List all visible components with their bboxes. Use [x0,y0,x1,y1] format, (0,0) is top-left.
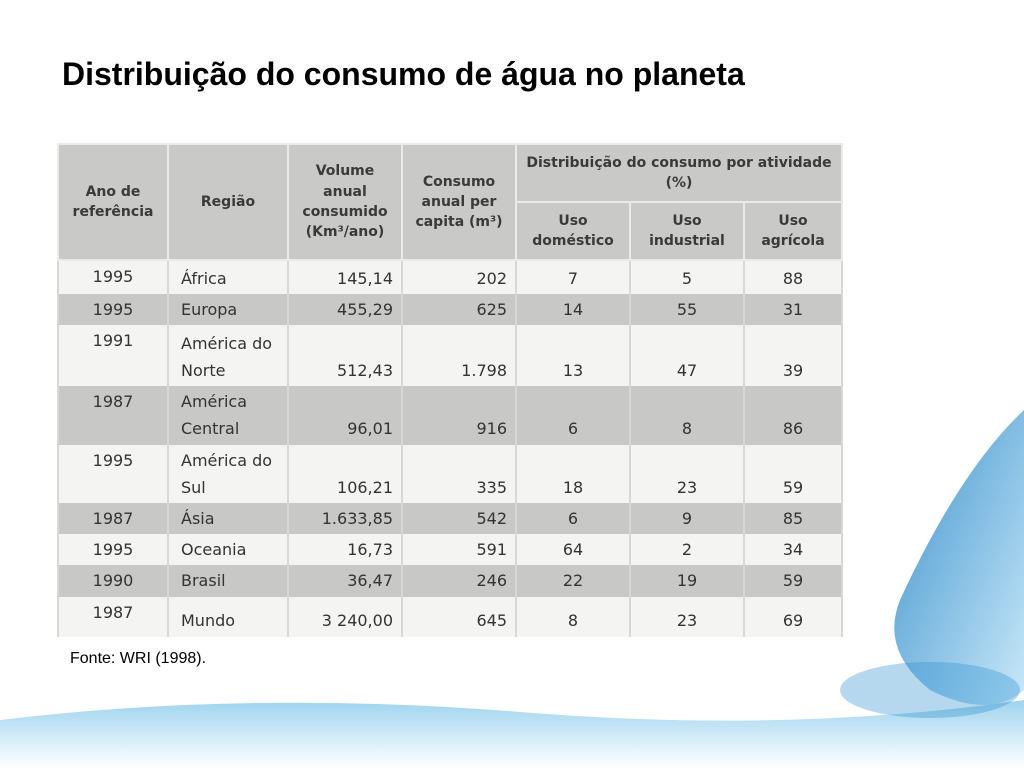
table-cell: 591 [401,534,517,566]
table-cell: Oceania [167,534,289,566]
table-cell: 1995 [57,260,169,294]
water-splash [894,410,1024,705]
table-cell: 47 [629,325,745,387]
table-row: 1995 Oceania 16,73 591 64 2 34 [57,534,843,566]
table-cell: 23 [629,444,745,503]
table-row: 1995 África 145,14 202 7 5 88 [57,260,843,294]
table-cell: 55 [629,294,745,326]
table-cell: 542 [401,502,517,535]
table-cell: 8 [629,386,745,445]
header-cell: Uso agrícola [743,201,843,261]
slide-title: Distribuição do consumo de água no plane… [62,56,745,92]
table-cell: 16,73 [287,534,403,566]
table-cell: 1987 [57,502,169,535]
header-cell: Uso doméstico [515,201,631,261]
table-cell: 18 [515,444,631,503]
table-cell: 96,01 [287,386,403,445]
table-row: 1987 Ásia 1.633,85 542 6 9 85 [57,502,843,535]
table-cell: 1995 [57,444,169,503]
table-cell: 1995 [57,534,169,566]
table-cell: 64 [515,534,631,566]
table-cell: 19 [629,565,745,597]
table-cell: 23 [629,596,745,637]
header-cell: Consumo anual per capita (m³) [401,143,517,261]
table-cell: 31 [743,294,843,326]
table-cell: 1987 [57,596,169,637]
table-cell: 106,21 [287,444,403,503]
table-cell: 9 [629,502,745,535]
table-cell: 2 [629,534,745,566]
table-cell: 246 [401,565,517,597]
table-cell: 86 [743,386,843,445]
table-row: 1990 Brasil 36,47 246 22 19 59 [57,565,843,597]
table-cell: 916 [401,386,517,445]
table-cell: 1991 [57,325,169,387]
table-cell: 645 [401,596,517,637]
table-cell: 1990 [57,565,169,597]
table-cell: 455,29 [287,294,403,326]
table-cell: 3 240,00 [287,596,403,637]
table-cell: América do Norte [167,325,289,387]
table-cell: América Central [167,386,289,445]
header-cell: Distribuição do consumo por atividade (%… [515,143,843,203]
header-cell: Uso industrial [629,201,745,261]
table-cell: 1.798 [401,325,517,387]
header-cell: Ano de referência [57,143,169,261]
table-cell: 85 [743,502,843,535]
wave [0,700,1024,768]
table-cell: 59 [743,565,843,597]
table-body: 1995 África 145,14 202 7 5 88 1995 Europa 455,29 6… [57,260,843,637]
table-cell: Brasil [167,565,289,597]
table-row: 1995 Europa 455,29 625 14 55 31 [57,294,843,326]
table-cell: 6 [515,502,631,535]
table-cell: 1.633,85 [287,502,403,535]
data-table: Ano de referência Região Volume anual co… [57,143,843,637]
source-note: Fonte: WRI (1998). [70,650,207,667]
table-cell: Mundo [167,596,289,637]
table-cell: 202 [401,260,517,294]
header-cell: Volume anual consumido (Km³/ano) [287,143,403,261]
table-cell: 512,43 [287,325,403,387]
table-cell: 59 [743,444,843,503]
table-cell: 145,14 [287,260,403,294]
table-cell: 69 [743,596,843,637]
table-cell: 6 [515,386,631,445]
table-cell: África [167,260,289,294]
table-row: 1995 América do Sul 106,21 335 18 23 59 [57,444,843,503]
table-cell: 14 [515,294,631,326]
table-cell: Europa [167,294,289,326]
header-cell: Região [167,143,289,261]
table-row: 1987 Mundo 3 240,00 645 8 23 69 [57,596,843,637]
table-cell: 7 [515,260,631,294]
table-cell: 335 [401,444,517,503]
table-cell: 22 [515,565,631,597]
table-cell: América do Sul [167,444,289,503]
splash-ripple [840,662,1020,718]
table-cell: 34 [743,534,843,566]
table-cell: 1995 [57,294,169,326]
table-cell: 13 [515,325,631,387]
table-row: 1987 América Central 96,01 916 6 8 86 [57,386,843,445]
table-cell: 8 [515,596,631,637]
table-cell: 39 [743,325,843,387]
table-cell: 36,47 [287,565,403,597]
table-cell: Ásia [167,502,289,535]
table-cell: 1987 [57,386,169,445]
table-row: 1991 América do Norte 512,43 1.798 13 47 39 [57,325,843,387]
table-cell: 625 [401,294,517,326]
table-cell: 88 [743,260,843,294]
table-cell: 5 [629,260,745,294]
